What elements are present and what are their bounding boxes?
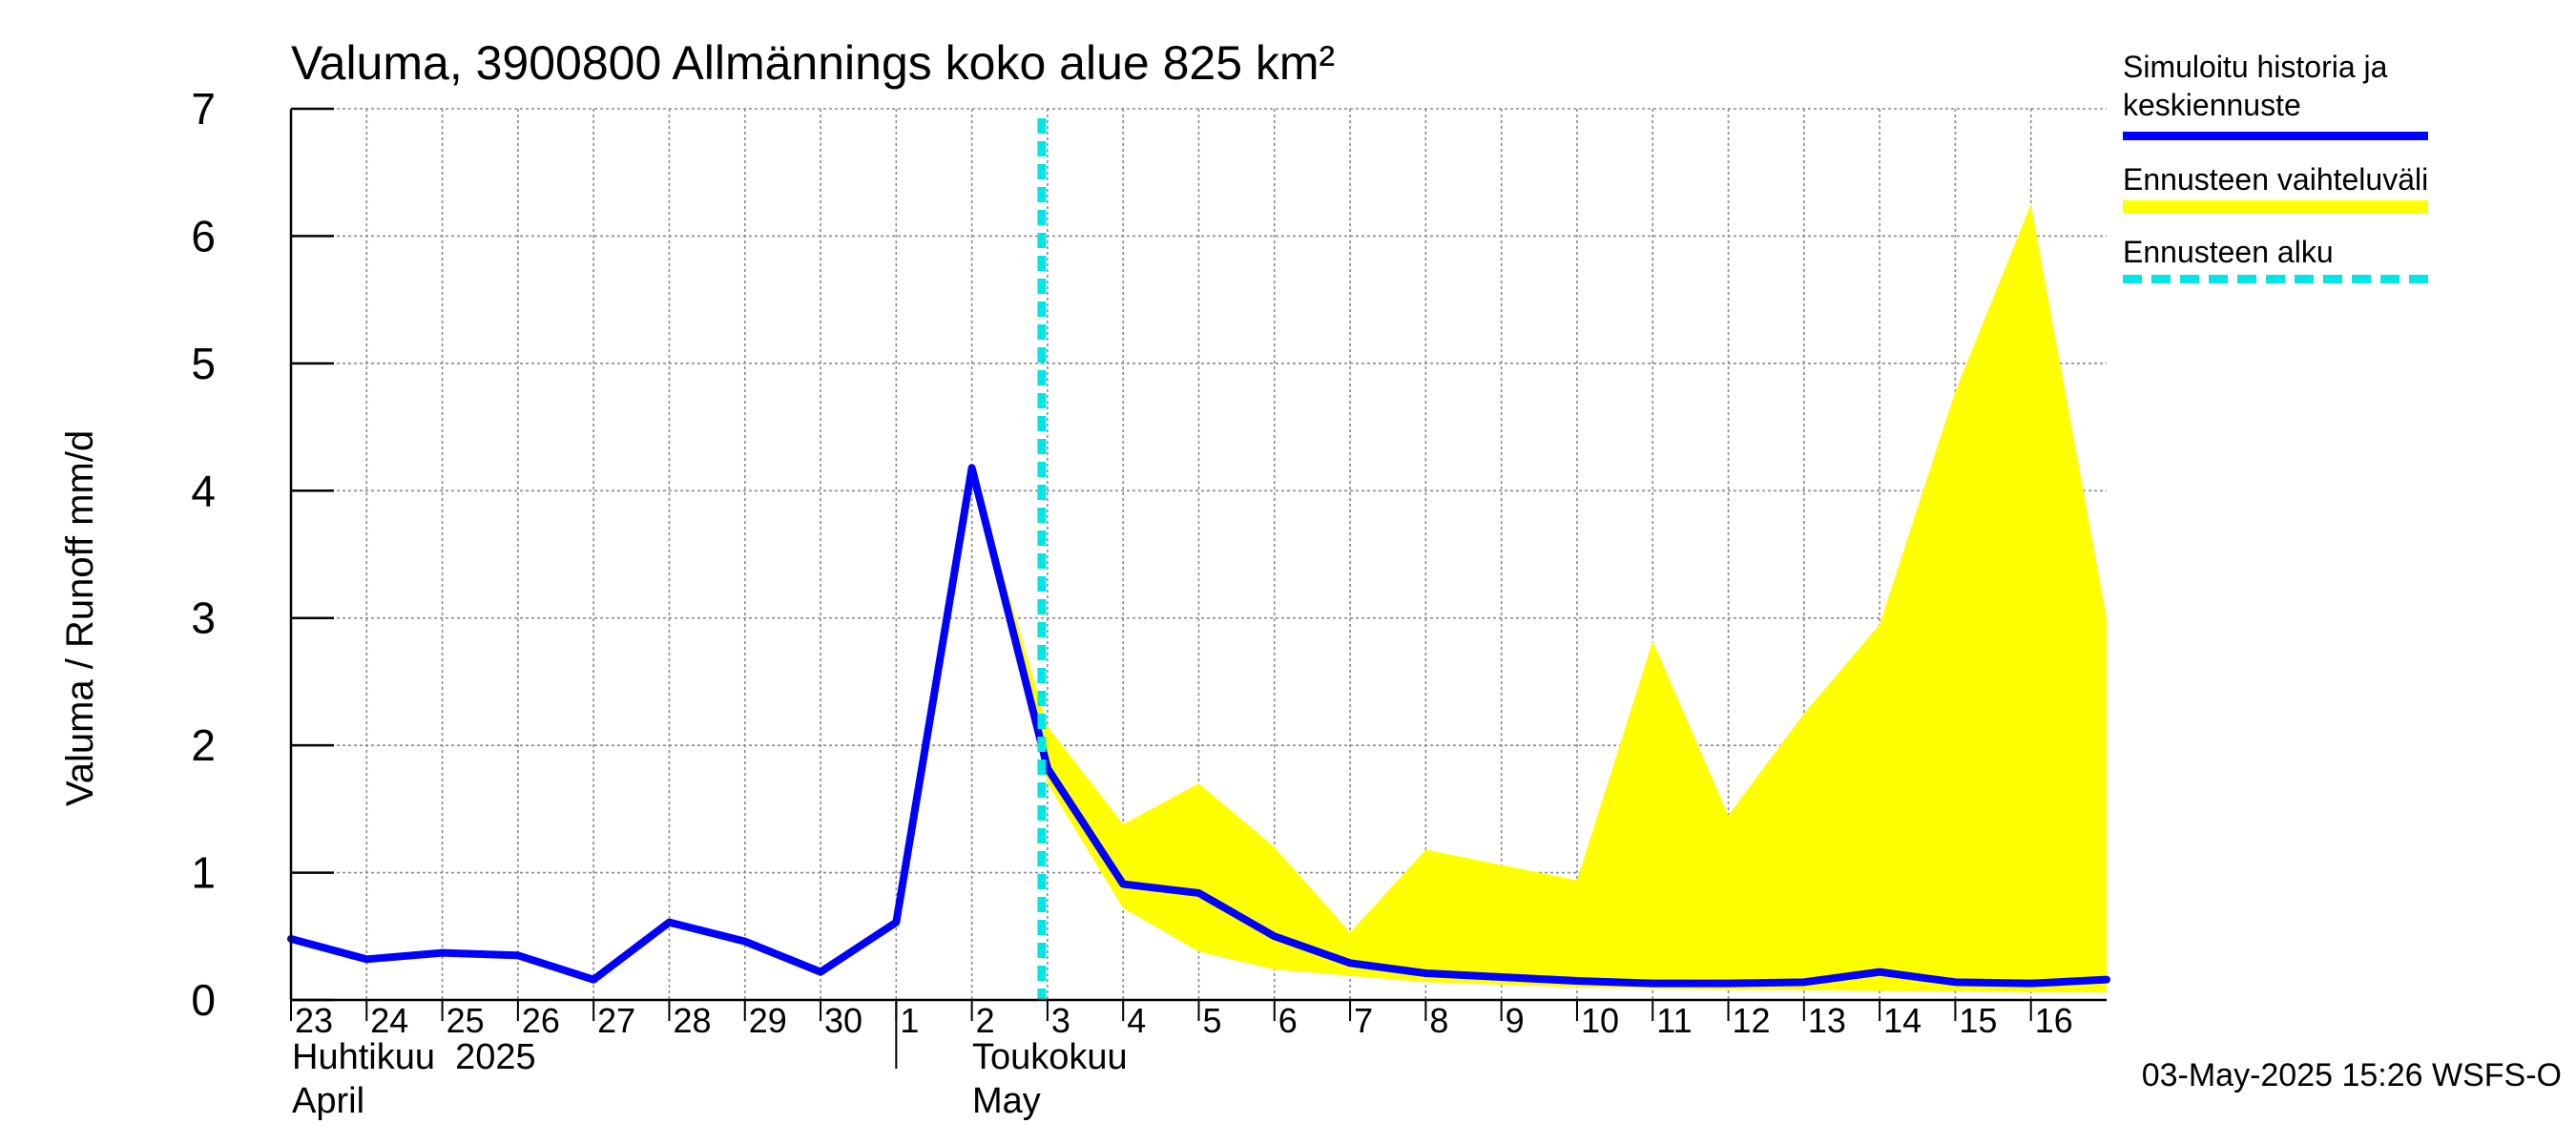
y-tick-label: 2 bbox=[191, 720, 216, 770]
simulated-runoff-line bbox=[287, 464, 2110, 988]
y-tick-label: 0 bbox=[191, 975, 216, 1025]
forecast-range-band bbox=[971, 204, 2107, 992]
legend-label-forecast-start: Ennusteen alku bbox=[2123, 235, 2334, 269]
x-tick-label: 16 bbox=[2035, 1001, 2073, 1040]
x-tick-label: 10 bbox=[1581, 1001, 1619, 1040]
x-tick-label: 12 bbox=[1733, 1001, 1771, 1040]
x-tick-label: 9 bbox=[1506, 1001, 1525, 1040]
y-tick-label: 6 bbox=[191, 211, 216, 260]
y-tick-label: 1 bbox=[191, 848, 216, 898]
x-tick-label: 27 bbox=[597, 1001, 635, 1040]
legend-swatch-forecast-start bbox=[2123, 275, 2428, 283]
legend-swatch-range bbox=[2123, 200, 2428, 214]
x-tick-label: 25 bbox=[447, 1001, 485, 1040]
x-tick-label: 26 bbox=[522, 1001, 560, 1040]
y-tick-label: 4 bbox=[191, 466, 216, 515]
x-tick-label: 3 bbox=[1051, 1001, 1070, 1040]
x-tick-label: 1 bbox=[900, 1001, 919, 1040]
month-label-april-fi: Huhtikuu 2025 bbox=[292, 1037, 536, 1077]
x-tick-label: 28 bbox=[673, 1001, 711, 1040]
month-label-may-en: May bbox=[972, 1081, 1041, 1121]
x-tick-label: 29 bbox=[749, 1001, 787, 1040]
x-tick-label: 6 bbox=[1278, 1001, 1298, 1040]
x-tick-label: 11 bbox=[1656, 1001, 1692, 1040]
legend-label-simulated: Simuloitu historia ja keskiennuste bbox=[2123, 50, 2388, 122]
forecast-band-layer bbox=[971, 204, 2107, 992]
axes-layer bbox=[289, 107, 2107, 1069]
x-tick-label: 23 bbox=[295, 1001, 333, 1040]
series-lines-layer bbox=[287, 118, 2110, 1000]
legend-label-range: Ennusteen vaihteluväli bbox=[2123, 162, 2429, 197]
x-tick-label: 15 bbox=[1959, 1001, 1997, 1040]
x-tick-label: 24 bbox=[370, 1001, 408, 1040]
x-tick-label: 2 bbox=[976, 1001, 995, 1040]
x-tick-label: 14 bbox=[1883, 1001, 1922, 1040]
month-label-may-fi: Toukokuu bbox=[972, 1037, 1128, 1077]
x-tick-label: 8 bbox=[1429, 1001, 1448, 1040]
x-tick-label: 30 bbox=[824, 1001, 862, 1040]
x-tick-label: 13 bbox=[1808, 1001, 1846, 1040]
legend-swatch-simulated bbox=[2123, 132, 2428, 140]
x-tick-label: 4 bbox=[1127, 1001, 1146, 1040]
y-tick-label: 5 bbox=[191, 339, 216, 388]
timestamp-footer: 03-May-2025 15:26 WSFS-O bbox=[2141, 1057, 2562, 1093]
x-tick-label: 7 bbox=[1354, 1001, 1373, 1040]
y-axis-label: Valuma / Runoff mm/d bbox=[59, 430, 101, 806]
month-label-april-en: April bbox=[292, 1081, 364, 1121]
x-tick-label: 5 bbox=[1203, 1001, 1222, 1040]
y-tick-label: 3 bbox=[191, 593, 216, 643]
chart-title: Valuma, 3900800 Allmännings koko alue 82… bbox=[291, 36, 1335, 90]
y-tick-label: 7 bbox=[191, 84, 216, 134]
